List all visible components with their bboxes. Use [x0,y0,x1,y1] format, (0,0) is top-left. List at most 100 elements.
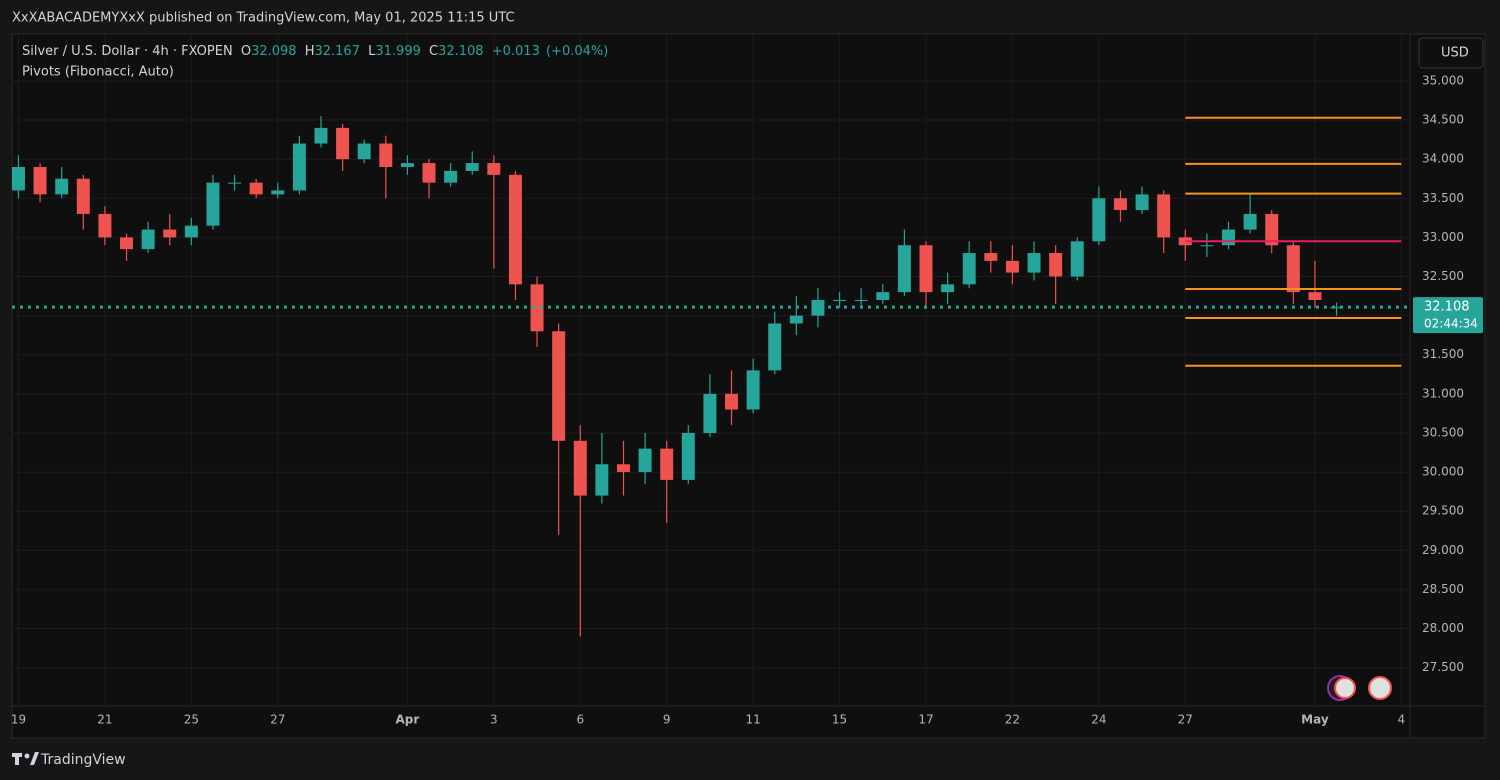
candle-body [552,331,566,441]
logo-part [30,752,39,765]
currency[interactable]: USD [1441,46,1469,61]
high-value: 32.167 [314,44,360,59]
x-tick-label: 15 [832,713,847,727]
x-tick-label: Apr [396,713,420,727]
open-value: 32.098 [251,44,297,59]
x-tick-label: 19 [11,713,26,727]
candle-body [141,229,155,250]
candle-body [206,182,220,226]
candle-body [746,370,760,410]
candle-body [1005,260,1019,273]
currency-button[interactable] [1418,37,1484,69]
footer-logo [12,752,39,765]
candle-body [422,163,436,183]
indicator-name: Pivots (Fibonacci, Auto) [22,65,174,80]
y-tick-label: 28.000 [1422,621,1464,635]
event-icons [1327,675,1392,701]
y-tick-label: 35.000 [1422,73,1464,87]
x-tick-label: 9 [663,713,671,727]
logo-part [24,753,30,759]
candle-body [1308,292,1322,300]
candle-body [962,253,976,285]
y-tick-label: 27.500 [1422,660,1464,674]
candle-body [357,143,371,160]
candle-body [184,225,198,238]
candle-body [487,163,501,175]
x-tick-label: 27 [270,713,285,727]
y-tick-label: 28.500 [1422,582,1464,596]
ohlc-label: L [368,44,376,59]
candle-body [249,182,263,195]
y-tick-label: 31.500 [1422,347,1464,361]
candle-body [379,143,393,167]
legend-row: Silver / U.S. Dollar · 4h · FXOPEN O32.0… [22,44,608,59]
candle-body [1113,198,1127,211]
y-tick-label: 30.500 [1422,425,1464,439]
event-icon[interactable] [1334,677,1356,699]
y-tick-label: 33.500 [1422,191,1464,205]
candle-body [681,432,695,480]
candle-body [1200,245,1214,247]
candle-body [508,174,522,285]
x-tick-label: May [1301,713,1329,727]
event-icon[interactable] [1368,676,1392,700]
candle-body [573,440,587,496]
candle-body [1222,229,1235,246]
candle-body [76,178,90,214]
y-tick-label: 34.500 [1422,113,1464,127]
x-tick-label: 22 [1005,713,1020,727]
candle-body [120,237,134,250]
ohlc-label: O [241,44,251,59]
logo-part [15,753,19,765]
close-value: 32.108 [438,44,484,59]
y-tick-label: 29.500 [1422,504,1464,518]
candle-body [984,253,998,261]
candle-body [595,464,609,496]
candle-body [444,170,458,183]
candle-body [1330,307,1344,309]
candle-body [1070,241,1084,277]
candle-body [12,166,25,191]
candle-body [163,229,177,238]
x-tick-label: 25 [184,713,199,727]
candle-body [1092,198,1106,242]
candle-body [1286,245,1300,293]
candle-body [725,393,739,410]
countdown: 02:44:34 [1424,317,1478,331]
candle-body [1027,253,1041,273]
candle-body [1243,213,1257,230]
y-tick-label: 29.000 [1422,543,1464,557]
candle-body [228,182,242,184]
candle-body [1157,194,1171,238]
y-tick-label: 31.000 [1422,386,1464,400]
low-value: 31.999 [375,44,421,59]
candle-body [98,213,112,238]
candle-body [876,292,890,300]
change-pct: (+0.04%) [546,44,608,59]
candle-body [919,245,933,293]
candle-body [530,284,544,332]
y-tick-label: 30.000 [1422,465,1464,479]
candle-body [1049,253,1063,277]
candle-body [465,163,479,171]
symbol: Silver / U.S. Dollar · 4h · FXOPEN [22,44,233,59]
x-tick-label: 4 [1398,713,1406,727]
candle-body [617,464,630,473]
candle-body [854,299,868,301]
y-tick-label: 34.000 [1422,152,1464,166]
candle-body [897,245,911,293]
footer-brand: TradingView [40,752,126,768]
candle-body [400,163,414,167]
candle-body [336,127,350,160]
candle-body [55,178,69,195]
candle-body [292,143,306,191]
candle-body [811,299,825,316]
x-tick-label: 27 [1178,713,1193,727]
candle-body [660,448,674,480]
candle-body [1265,213,1279,246]
last-price-box [1413,297,1483,334]
candle-body [703,393,717,433]
candle-body [768,323,782,371]
x-tick-label: 11 [745,713,760,727]
